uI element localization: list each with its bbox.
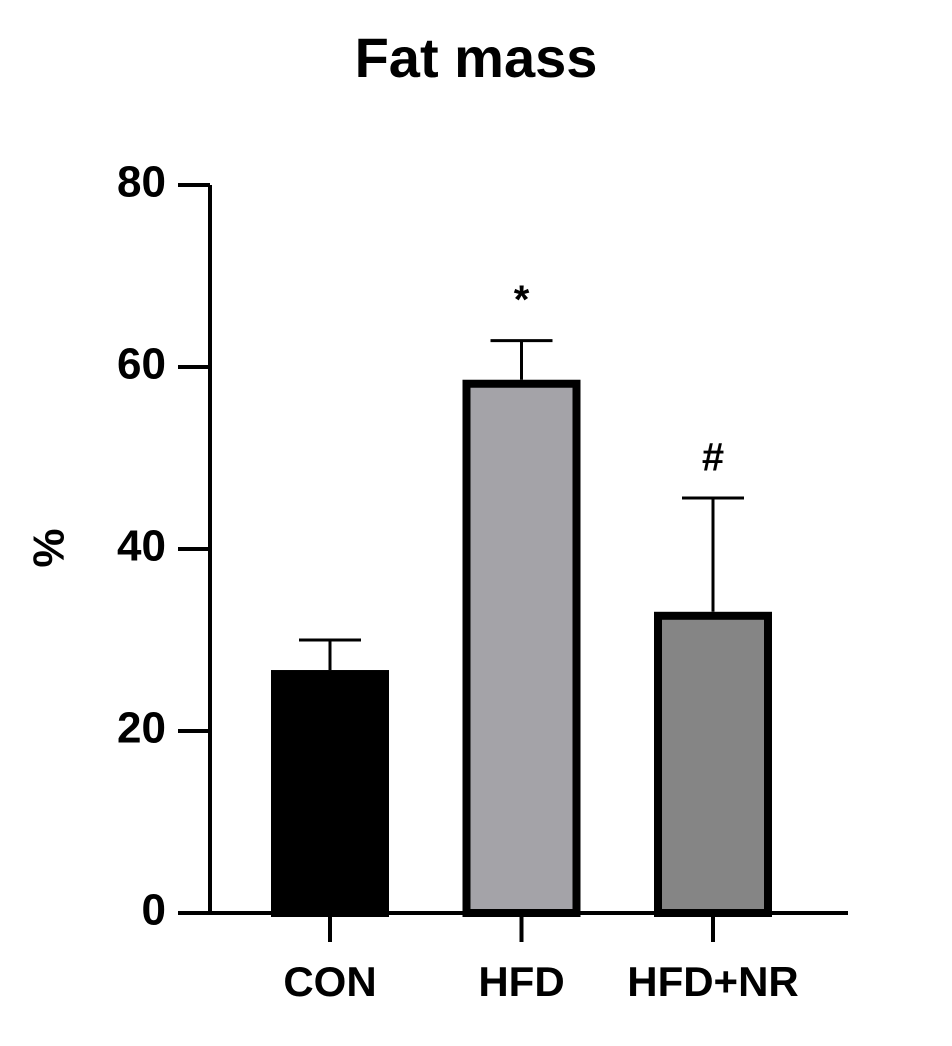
chart-title: Fat mass [355, 26, 598, 89]
y-tick-label: 80 [117, 158, 166, 207]
y-tick-label: 60 [117, 340, 166, 389]
x-tick-label: HFD+NR [627, 958, 799, 1005]
bar [271, 670, 389, 918]
y-tick-label: 0 [142, 886, 166, 935]
significance-label: * [514, 278, 530, 322]
x-tick-label: HFD [478, 958, 564, 1005]
bar [462, 379, 581, 917]
y-tick-label: 20 [117, 704, 166, 753]
significance-label: # [702, 436, 724, 480]
y-axis-label: % [25, 528, 74, 567]
y-tick-label: 40 [117, 522, 166, 571]
bar [654, 611, 772, 917]
x-tick-label: CON [283, 958, 376, 1005]
